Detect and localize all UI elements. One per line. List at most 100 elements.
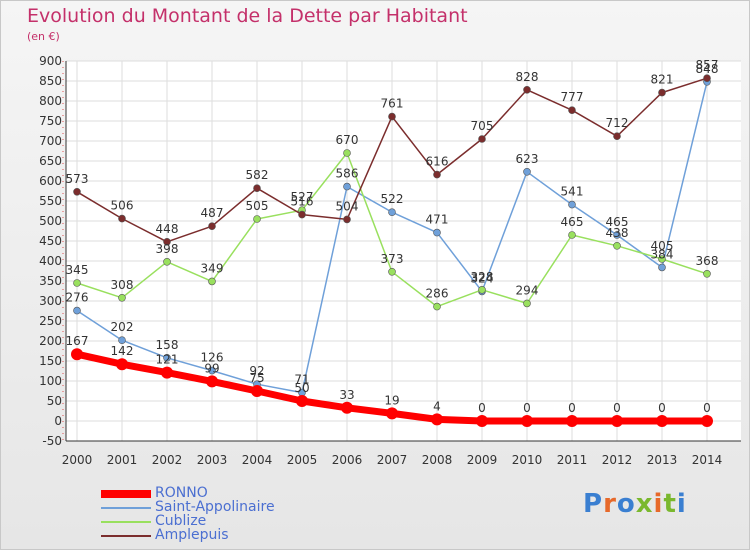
y-tick-label: 750 bbox=[39, 114, 62, 128]
data-point-ronno bbox=[251, 385, 263, 397]
data-label: 286 bbox=[426, 287, 449, 301]
y-tick-label: 200 bbox=[39, 334, 62, 348]
data-label: 33 bbox=[339, 388, 354, 402]
data-point-saint-appolinaire bbox=[568, 200, 576, 209]
data-point-amplepuis bbox=[703, 74, 711, 82]
y-tick-label: 150 bbox=[39, 354, 62, 368]
data-point-saint-appolinaire bbox=[343, 182, 351, 191]
data-label: 19 bbox=[384, 393, 399, 407]
x-tick-label: 2000 bbox=[62, 453, 93, 467]
data-label: 142 bbox=[111, 344, 134, 358]
data-label: 761 bbox=[381, 97, 404, 111]
legend-swatch-cublize bbox=[101, 521, 151, 523]
data-point-ronno bbox=[611, 415, 623, 427]
data-point-saint-appolinaire bbox=[433, 228, 441, 237]
y-tick-label: 500 bbox=[39, 214, 62, 228]
data-point-amplepuis bbox=[298, 210, 306, 219]
data-point-cublize bbox=[703, 269, 711, 278]
data-label: 0 bbox=[523, 401, 531, 415]
data-point-amplepuis bbox=[568, 106, 576, 114]
logo-letter: o bbox=[616, 489, 636, 519]
data-label: 121 bbox=[156, 353, 179, 367]
data-point-ronno bbox=[476, 415, 488, 427]
legend-swatch-ronno bbox=[101, 490, 151, 498]
data-point-amplepuis bbox=[253, 184, 261, 192]
data-label: 705 bbox=[471, 119, 494, 133]
y-tick-label: 0 bbox=[54, 414, 62, 428]
data-label: 0 bbox=[703, 401, 711, 415]
x-tick-label: 2002 bbox=[152, 453, 183, 467]
data-point-ronno bbox=[386, 407, 398, 420]
y-tick-label: -50 bbox=[42, 434, 62, 448]
data-label: 821 bbox=[651, 73, 674, 87]
data-label: 167 bbox=[66, 334, 89, 348]
x-tick-label: 2014 bbox=[692, 453, 723, 467]
data-point-cublize bbox=[118, 293, 126, 302]
data-label: 384 bbox=[651, 247, 674, 261]
data-point-ronno bbox=[431, 413, 443, 426]
logo-letter: x bbox=[635, 489, 654, 519]
data-point-cublize bbox=[343, 149, 351, 157]
data-point-amplepuis bbox=[433, 170, 441, 179]
data-label: 505 bbox=[246, 199, 269, 213]
data-point-cublize bbox=[163, 257, 171, 266]
data-point-amplepuis bbox=[208, 222, 216, 230]
legend-label-cublize: Cublize bbox=[155, 513, 207, 529]
data-label: 465 bbox=[561, 215, 584, 229]
logo-letter: i bbox=[676, 489, 687, 519]
data-label: 828 bbox=[516, 70, 539, 84]
data-label: 506 bbox=[111, 199, 134, 213]
data-label: 202 bbox=[111, 320, 134, 334]
logo-letter: t bbox=[663, 489, 677, 519]
chart-unit-label: (en €) bbox=[27, 30, 60, 43]
y-tick-label: 600 bbox=[39, 174, 62, 188]
data-point-amplepuis bbox=[658, 88, 666, 97]
data-point-ronno bbox=[701, 415, 713, 427]
data-point-cublize bbox=[523, 299, 531, 308]
data-label: 522 bbox=[381, 192, 404, 206]
x-tick-label: 2006 bbox=[332, 453, 363, 467]
data-point-ronno bbox=[521, 415, 533, 427]
data-label: 328 bbox=[471, 270, 494, 284]
y-tick-label: 350 bbox=[39, 274, 62, 288]
data-point-ronno bbox=[566, 415, 578, 427]
data-point-cublize bbox=[253, 215, 261, 223]
data-point-ronno bbox=[71, 348, 83, 361]
data-point-ronno bbox=[341, 401, 353, 414]
proxiti-logo: Proxiti bbox=[583, 489, 687, 519]
y-tick-label: 100 bbox=[39, 374, 62, 388]
data-point-ronno bbox=[296, 395, 308, 407]
x-tick-label: 2013 bbox=[647, 453, 678, 467]
data-label: 92 bbox=[249, 364, 264, 378]
y-tick-label: 250 bbox=[39, 314, 62, 328]
y-tick-label: 450 bbox=[39, 234, 62, 248]
data-label: 573 bbox=[66, 172, 89, 186]
data-label: 448 bbox=[156, 222, 179, 236]
y-tick-label: 300 bbox=[39, 294, 62, 308]
x-tick-label: 2004 bbox=[242, 453, 273, 467]
data-point-amplepuis bbox=[118, 214, 126, 223]
data-label: 0 bbox=[658, 401, 666, 415]
data-label: 99 bbox=[204, 361, 219, 375]
data-label: 541 bbox=[561, 185, 584, 199]
data-label: 712 bbox=[606, 116, 629, 130]
y-tick-label: 650 bbox=[39, 154, 62, 168]
x-tick-label: 2001 bbox=[107, 453, 138, 467]
data-point-cublize bbox=[613, 242, 621, 250]
data-label: 345 bbox=[66, 263, 89, 277]
y-tick-label: 800 bbox=[39, 94, 62, 108]
logo-letter: P bbox=[583, 489, 604, 519]
y-tick-label: 850 bbox=[39, 74, 62, 88]
data-point-amplepuis bbox=[73, 188, 81, 196]
data-point-cublize bbox=[478, 285, 486, 294]
data-point-saint-appolinaire bbox=[208, 366, 216, 375]
logo-letter: r bbox=[603, 489, 617, 519]
x-tick-label: 2003 bbox=[197, 453, 228, 467]
data-label: 373 bbox=[381, 252, 404, 266]
data-point-ronno bbox=[206, 375, 218, 388]
data-point-saint-appolinaire bbox=[73, 306, 81, 315]
data-label: 50 bbox=[294, 381, 309, 395]
x-tick-label: 2007 bbox=[377, 453, 408, 467]
